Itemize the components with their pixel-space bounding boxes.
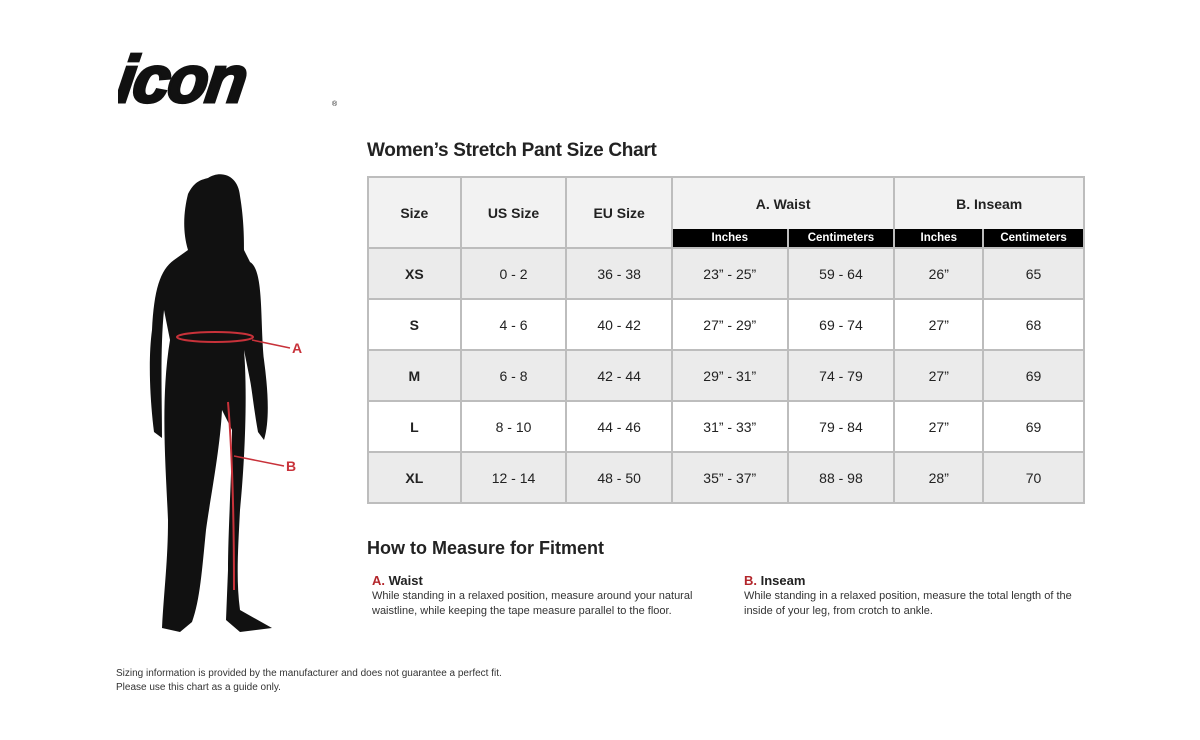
waist-instructions: A. Waist While standing in a relaxed pos…: [372, 573, 712, 619]
table-cell: 27”: [893, 400, 985, 453]
table-cell: 70: [982, 451, 1085, 504]
inseam-marker: [227, 401, 235, 591]
table-cell: 65: [982, 247, 1085, 300]
table-cell: 26”: [893, 247, 985, 300]
how-to-measure-title: How to Measure for Fitment: [367, 538, 605, 558]
table-cell: 4 - 6: [459, 298, 568, 351]
inseam-instructions: B. Inseam While standing in a relaxed po…: [744, 573, 1084, 619]
subheader-waist-inches: Inches: [670, 229, 789, 249]
waist-marker: [176, 331, 254, 343]
table-cell: 8 - 10: [459, 400, 568, 453]
header-waist: A. Waist: [670, 176, 896, 229]
table-cell: 29” - 31”: [670, 349, 789, 402]
table-cell: 27”: [893, 298, 985, 351]
table-cell: XS: [367, 247, 462, 300]
table-cell: 48 - 50: [565, 451, 673, 504]
table-cell: 36 - 38: [565, 247, 673, 300]
table-cell: 88 - 98: [786, 451, 896, 504]
label-b: B: [286, 458, 296, 474]
table-cell: 59 - 64: [786, 247, 896, 300]
table-cell: 74 - 79: [786, 349, 896, 402]
table-cell: M: [367, 349, 462, 402]
table-cell: 0 - 2: [459, 247, 568, 300]
table-cell: 44 - 46: [565, 400, 673, 453]
inseam-letter: B.: [744, 573, 757, 588]
table-cell: 40 - 42: [565, 298, 673, 351]
table-cell: 69 - 74: [786, 298, 896, 351]
svg-text:icon: icon: [118, 48, 250, 110]
table-row: XL 12 - 14 48 - 50 35” - 37” 88 - 98 28” 70: [367, 451, 1085, 504]
header-size: Size: [367, 176, 462, 249]
icon-logo: icon ®: [118, 48, 338, 110]
label-a: A: [292, 340, 302, 356]
table-cell: 28”: [893, 451, 985, 504]
woman-silhouette-figure: A B: [149, 174, 302, 632]
header-eu-size: EU Size: [565, 176, 673, 249]
disclaimer-line-1: Sizing information is provided by the ma…: [116, 668, 502, 679]
page-title: Women’s Stretch Pant Size Chart: [367, 140, 657, 161]
size-chart-table: Size US Size EU Size A. Waist B. Inseam …: [367, 176, 1085, 504]
table-cell: 27”: [893, 349, 985, 402]
table-cell: L: [367, 400, 462, 453]
waist-letter: A.: [372, 573, 385, 588]
header-us-size: US Size: [459, 176, 568, 249]
table-cell: XL: [367, 451, 462, 504]
table-cell: 69: [982, 400, 1085, 453]
waist-text: While standing in a relaxed position, me…: [372, 590, 693, 617]
table-cell: 31” - 33”: [670, 400, 789, 453]
table-row: XS 0 - 2 36 - 38 23” - 25” 59 - 64 26” 65: [367, 247, 1085, 300]
table-cell: 23” - 25”: [670, 247, 789, 300]
waist-label: Waist: [388, 573, 423, 588]
subheader-inseam-cm: Centimeters: [982, 229, 1085, 249]
table-cell: 6 - 8: [459, 349, 568, 402]
inseam-label: Inseam: [760, 573, 806, 588]
subheader-waist-cm: Centimeters: [786, 229, 896, 249]
inseam-text: While standing in a relaxed position, me…: [744, 590, 1072, 617]
table-cell: 42 - 44: [565, 349, 673, 402]
table-cell: 68: [982, 298, 1085, 351]
table-cell: 12 - 14: [459, 451, 568, 504]
disclaimer: Sizing information is provided by the ma…: [116, 667, 502, 695]
table-cell: 79 - 84: [786, 400, 896, 453]
table-cell: 27” - 29”: [670, 298, 789, 351]
header-inseam: B. Inseam: [893, 176, 1085, 229]
table-cell: S: [367, 298, 462, 351]
table-cell: 35” - 37”: [670, 451, 789, 504]
disclaimer-line-2: Please use this chart as a guide only.: [116, 682, 281, 693]
subheader-inseam-inches: Inches: [893, 229, 985, 249]
svg-text:®: ®: [332, 100, 338, 108]
table-cell: 69: [982, 349, 1085, 402]
